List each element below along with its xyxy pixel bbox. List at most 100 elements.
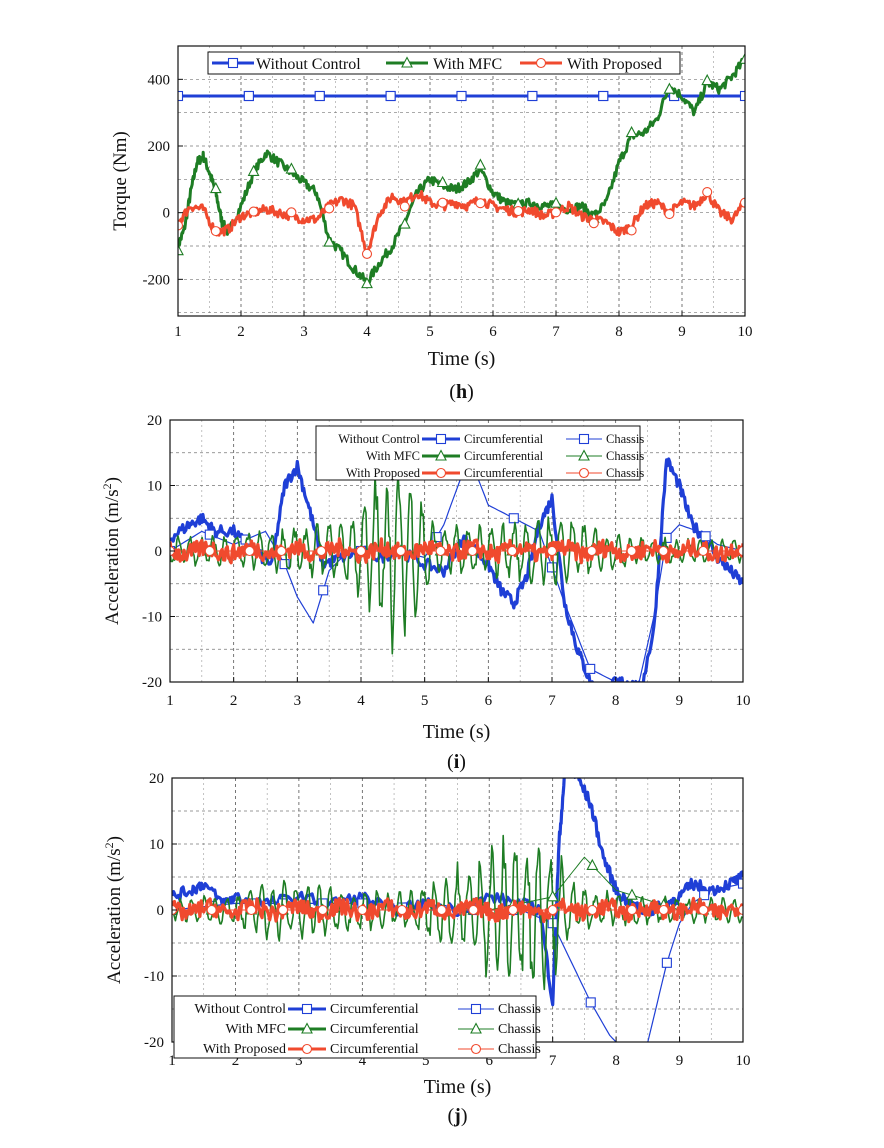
x-tick-label: 3 [294, 693, 302, 709]
legend-label: Circumferential [464, 466, 544, 480]
marker-square [699, 890, 710, 901]
marker-circle [664, 208, 675, 220]
y-tick-label: 0 [157, 903, 165, 919]
marker-circle [547, 904, 558, 916]
y-tick-label: 200 [148, 139, 171, 155]
series-markers [172, 904, 743, 916]
marker-triangle [398, 217, 411, 229]
marker-circle [698, 545, 709, 557]
marker-triangle [663, 82, 676, 94]
marker-circle [586, 545, 597, 557]
series-markers [178, 90, 745, 102]
marker-circle [658, 545, 669, 557]
marker-circle [626, 545, 637, 557]
marker-triangle [361, 276, 373, 289]
marker-circle [470, 1043, 482, 1055]
series-line [170, 537, 743, 565]
legend: Without Control Circumferential Chassis Wit… [315, 425, 644, 481]
series-line [172, 896, 743, 924]
marker-circle [737, 545, 743, 557]
x-tick-label: 2 [237, 324, 245, 340]
x-tick-label: 4 [357, 693, 365, 709]
legend: Without Control Circumferential Chassis Wit… [173, 995, 541, 1059]
marker-triangle [625, 125, 638, 138]
marker-square [314, 90, 325, 102]
panel-j: 1 2 3 4 5 6 7 8 9 10 -20 -10 0 10 20 Time (s) Accelerati… [102, 771, 751, 1127]
marker-square [661, 532, 672, 543]
y-tick-label: 0 [155, 544, 163, 560]
legend-group-label: Without Control [338, 432, 420, 446]
marker-circle [507, 545, 518, 557]
marker-circle [507, 904, 519, 916]
marker-circle [399, 201, 410, 212]
x-tick-label: 2 [232, 1053, 240, 1069]
x-tick-label: 9 [676, 1053, 684, 1069]
marker-square [318, 585, 329, 596]
x-tick-label: 8 [615, 324, 623, 340]
marker-circle [355, 545, 367, 557]
marker-triangle [285, 162, 298, 174]
marker-square [508, 513, 519, 524]
series-group [178, 52, 745, 289]
series-line [178, 190, 745, 256]
marker-square [661, 957, 672, 968]
x-tick-label: 2 [230, 693, 238, 709]
x-tick-label: 7 [549, 1053, 557, 1069]
marker-circle [588, 218, 599, 229]
marker-circle [178, 220, 184, 231]
x-tick-label: 6 [489, 324, 497, 340]
y-axis-label: Acceleration (m/s2) [102, 836, 125, 984]
legend-group-label: With MFC [225, 1022, 286, 1037]
panel-h: 1 2 3 4 5 6 7 8 9 10 -200 0 200 400 Time (s) Torque (Nm… [110, 45, 753, 403]
x-tick-label: 4 [359, 1053, 367, 1069]
marker-circle [587, 904, 598, 916]
marker-circle [204, 545, 215, 557]
marker-circle [737, 904, 743, 916]
marker-square [585, 997, 596, 1008]
marker-triangle [209, 181, 222, 194]
panel-i: 1 2 3 4 5 6 7 8 9 10 -20 -10 0 10 20 Time (s) Accelerati… [100, 413, 751, 773]
x-tick-label: 10 [738, 324, 753, 340]
x-tick-label: 4 [363, 324, 371, 340]
y-axis-label: Acceleration (m/s2) [100, 477, 123, 625]
y-tick-label: -20 [142, 675, 162, 691]
x-tick-label: 8 [612, 1053, 620, 1069]
marker-square [739, 90, 745, 102]
marker-triangle [578, 449, 590, 461]
marker-square [435, 433, 447, 445]
series-line [178, 57, 745, 286]
marker-circle [357, 904, 368, 916]
legend-label: Circumferential [464, 449, 544, 463]
series-line [170, 457, 743, 682]
marker-square [546, 562, 558, 573]
marker-circle [702, 187, 713, 198]
y-tick-label: 20 [147, 413, 162, 429]
y-axis-label: Torque (Nm) [110, 131, 131, 230]
marker-circle [435, 467, 447, 479]
x-tick-label: 7 [548, 693, 556, 709]
x-axis-label: Time (s) [423, 721, 491, 743]
x-tick-label: 6 [485, 1053, 493, 1069]
marker-circle [658, 904, 669, 916]
legend-label: Chassis [606, 449, 644, 463]
marker-circle [435, 545, 446, 557]
series-markers [170, 467, 743, 674]
legend-label: Without Control [256, 56, 361, 73]
marker-circle [396, 904, 408, 916]
marker-triangle [178, 243, 184, 256]
marker-square [578, 433, 590, 445]
marker-circle [546, 545, 558, 557]
marker-triangle [247, 164, 260, 176]
x-tick-label: 7 [552, 324, 560, 340]
legend-label: With MFC [433, 56, 502, 73]
marker-circle [698, 904, 709, 916]
marker-circle [317, 904, 328, 916]
x-tick-label: 9 [678, 324, 686, 340]
marker-triangle [323, 235, 336, 247]
y-tick-label: -10 [142, 610, 162, 626]
x-tick-label: 1 [168, 1053, 176, 1069]
x-tick-label: 1 [174, 324, 182, 340]
marker-triangle [626, 888, 638, 900]
marker-circle [739, 197, 745, 208]
marker-triangle [739, 52, 745, 64]
